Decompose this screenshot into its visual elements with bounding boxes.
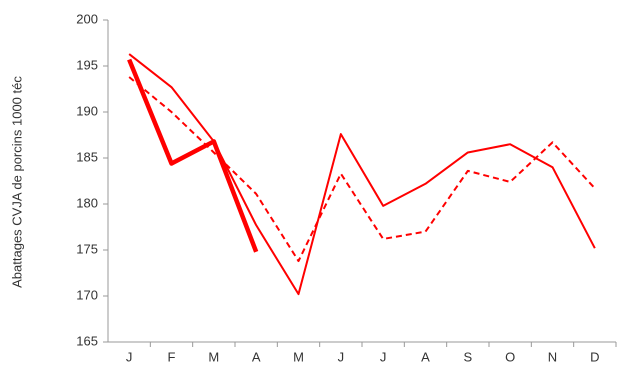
- x-tick-label: J: [380, 349, 387, 364]
- y-tick-label: 165: [76, 333, 98, 348]
- x-tick-label: N: [548, 349, 557, 364]
- y-tick-label: 170: [76, 287, 98, 302]
- series-line: [127, 58, 259, 253]
- x-tick-label: A: [421, 349, 430, 364]
- x-tick-label: O: [505, 349, 515, 364]
- series-line: [128, 53, 596, 296]
- x-tick-label: D: [590, 349, 599, 364]
- y-tick-label: 190: [76, 103, 98, 118]
- x-tick-label: M: [293, 349, 304, 364]
- x-tick-label: F: [168, 349, 176, 364]
- x-tick-label: M: [208, 349, 219, 364]
- y-tick-label: 185: [76, 149, 98, 164]
- x-tick-label: J: [338, 349, 345, 364]
- y-axis-label: Abattages CVJA de porcins 1000 téc: [9, 76, 24, 288]
- y-tick-label: 180: [76, 195, 98, 210]
- x-tick-label: A: [252, 349, 261, 364]
- y-tick-label: 175: [76, 241, 98, 256]
- x-tick-label: S: [463, 349, 472, 364]
- y-tick-label: 200: [76, 11, 98, 26]
- x-tick-label: J: [126, 349, 133, 364]
- y-tick-label: 195: [76, 57, 98, 72]
